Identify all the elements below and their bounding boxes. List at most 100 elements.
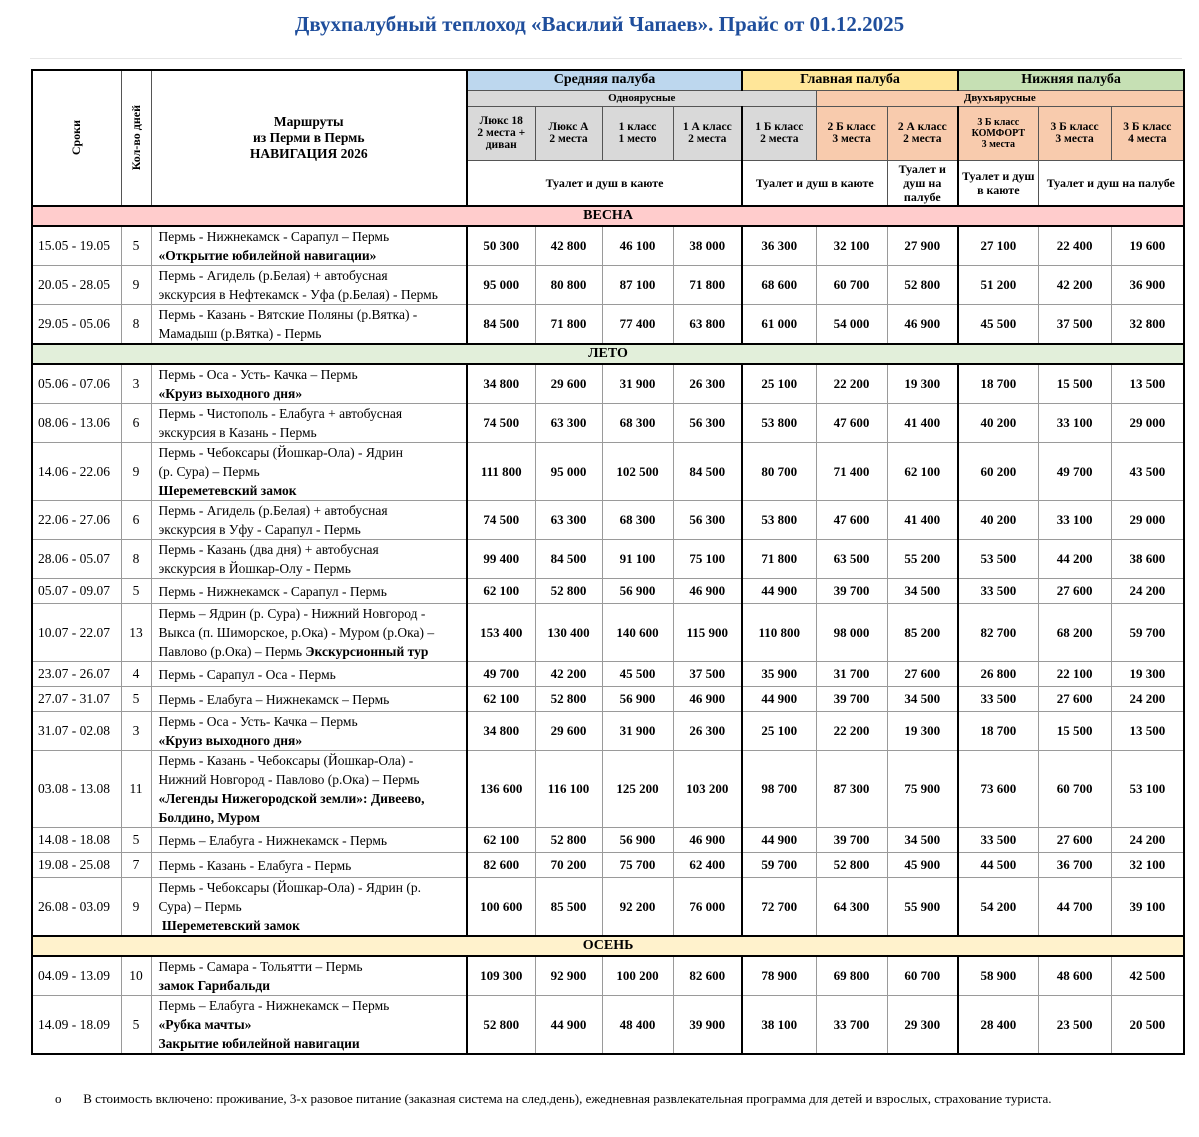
days-cell: 4 xyxy=(120,661,152,687)
season-row: ВЕСНА xyxy=(31,205,1185,227)
days-cell: 11 xyxy=(120,750,152,828)
price-cell: 78 900 xyxy=(741,955,817,996)
price-cell: 63 500 xyxy=(815,539,888,579)
price-cell: 47 600 xyxy=(815,500,888,540)
route-line: Нижний Новгород - Павлово (р.Ока) – Перм… xyxy=(159,770,467,789)
route-text: экскурсия в Нефтекамск - Уфа (р.Белая) -… xyxy=(158,287,438,302)
route-header-line: Маршруты xyxy=(273,114,344,129)
price-cell: 71 800 xyxy=(534,304,603,345)
days-cell: 6 xyxy=(120,403,152,443)
price-cell: 24 200 xyxy=(1110,686,1185,712)
price-cell: 56 300 xyxy=(672,403,743,443)
price-cell: 55 200 xyxy=(886,539,959,579)
route-text: Пермь - Сарапул - Оса - Пермь xyxy=(158,666,336,682)
dates-cell: 08.06 - 13.06 xyxy=(31,403,122,443)
dates-header: Сроки xyxy=(31,69,122,207)
table-row: 19.08 - 25.08 7 Пермь - Казань - Елабуга -… xyxy=(31,852,1185,878)
route-cell: Пермь - Казань - Елабуга - Пермь xyxy=(150,852,468,878)
price-cell: 53 800 xyxy=(741,500,817,540)
footnote: o В стоимость включено: проживание, 3-х … xyxy=(55,1091,1051,1107)
table-row: 04.09 - 13.09 10 Пермь - Самара - Тольятти… xyxy=(31,955,1185,996)
cabin-class-header: 2 Б класс 3 места xyxy=(815,105,888,161)
price-cell: 46 100 xyxy=(601,225,674,266)
days-cell: 5 xyxy=(120,225,152,266)
cabin-class-line: 2 Б класс xyxy=(827,121,876,133)
route-highlight: Экскурсионный тур xyxy=(305,644,429,659)
route-cell: Пермь - Чистополь - Елабуга + автобусная… xyxy=(150,403,468,443)
route-cell: Пермь - Нижнекамск - Сарапул - Пермь xyxy=(150,578,468,604)
price-cell: 92 900 xyxy=(534,955,603,996)
route-highlight: «Рубка мачты» xyxy=(158,1017,252,1032)
price-cell: 77 400 xyxy=(601,304,674,345)
route-text: Пермь - Нижнекамск - Сарапул - Пермь xyxy=(158,583,387,599)
price-cell: 52 800 xyxy=(886,265,959,305)
route-line: Пермь - Сарапул - Оса - Пермь xyxy=(159,665,467,684)
dates-cell: 10.07 - 22.07 xyxy=(31,603,122,662)
price-cell: 38 000 xyxy=(672,225,743,266)
days-header-label: Кол-во дней xyxy=(128,105,143,171)
price-cell: 111 800 xyxy=(466,442,536,501)
price-cell: 42 800 xyxy=(534,225,603,266)
dates-cell: 22.06 - 27.06 xyxy=(31,500,122,540)
price-cell: 60 700 xyxy=(815,265,888,305)
price-cell: 52 800 xyxy=(534,827,603,853)
price-cell: 51 200 xyxy=(957,265,1039,305)
price-cell: 32 100 xyxy=(815,225,888,266)
dates-cell: 28.06 - 05.07 xyxy=(31,539,122,579)
price-cell: 69 800 xyxy=(815,955,888,996)
price-cell: 28 400 xyxy=(957,995,1039,1055)
price-cell: 75 100 xyxy=(672,539,743,579)
price-cell: 92 200 xyxy=(601,877,674,937)
price-cell: 42 200 xyxy=(534,661,603,687)
route-line: Сура) – Пермь xyxy=(159,897,467,916)
price-cell: 62 100 xyxy=(466,827,536,853)
price-cell: 27 900 xyxy=(886,225,959,266)
route-cell: Пермь – Ядрин (р. Сура) - Нижний Новгоро… xyxy=(150,603,468,662)
route-highlight: Шереметевский замок xyxy=(158,918,300,933)
route-line: Пермь - Самара - Тольятти – Пермь xyxy=(159,957,467,976)
price-cell: 64 300 xyxy=(815,877,888,937)
route-cell: Пермь - Нижнекамск - Сарапул – Пермь «Отк… xyxy=(150,225,468,266)
season-label: ОСЕНЬ xyxy=(31,935,1185,957)
days-cell: 5 xyxy=(120,578,152,604)
price-cell: 80 700 xyxy=(741,442,817,501)
price-cell: 42 200 xyxy=(1037,265,1112,305)
price-cell: 45 500 xyxy=(957,304,1039,345)
price-cell: 53 800 xyxy=(741,403,817,443)
dates-cell: 14.09 - 18.09 xyxy=(31,995,122,1055)
table-row: 05.06 - 07.06 3 Пермь - Оса - Усть- Качка … xyxy=(31,363,1185,404)
price-cell: 22 100 xyxy=(1037,661,1112,687)
price-cell: 63 300 xyxy=(534,403,603,443)
price-cell: 27 600 xyxy=(1037,578,1112,604)
price-cell: 46 900 xyxy=(672,686,743,712)
price-cell: 56 900 xyxy=(601,578,674,604)
route-highlight: Болдино, Муром xyxy=(158,810,260,825)
price-cell: 68 200 xyxy=(1037,603,1112,662)
route-line: Пермь - Чистополь - Елабуга + автобусная xyxy=(159,404,467,423)
route-line: Пермь - Оса - Усть- Качка – Пермь xyxy=(159,365,467,384)
table-row: 15.05 - 19.05 5 Пермь - Нижнекамск - Сарап… xyxy=(31,225,1185,266)
price-cell: 68 600 xyxy=(741,265,817,305)
cabin-class-line: 3 места xyxy=(981,138,1015,150)
cabin-class-line: 4 места xyxy=(1128,133,1167,145)
tier-double: Двухъярусные xyxy=(815,89,1185,107)
price-cell: 49 700 xyxy=(466,661,536,687)
price-cell: 100 200 xyxy=(601,955,674,996)
price-cell: 25 100 xyxy=(741,711,817,751)
cabin-class-line: 3 Б класс xyxy=(1050,121,1099,133)
price-cell: 41 400 xyxy=(886,500,959,540)
price-cell: 98 700 xyxy=(741,750,817,828)
days-header: Кол-во дней xyxy=(120,69,152,207)
route-line: Мамадыш (р.Вятка) - Пермь xyxy=(159,324,467,343)
dates-cell: 04.09 - 13.09 xyxy=(31,955,122,996)
price-cell: 115 900 xyxy=(672,603,743,662)
price-cell: 13 500 xyxy=(1110,711,1185,751)
facilities-header: Туалет и душ в каюте xyxy=(465,159,743,207)
dates-cell: 14.06 - 22.06 xyxy=(31,442,122,501)
cabin-class-line: КОМФОРТ xyxy=(971,127,1026,139)
cabin-class-header: Люкс 18 2 места + диван xyxy=(466,105,536,161)
price-cell: 82 700 xyxy=(957,603,1039,662)
route-line: Пермь - Чебоксары (Йошкар-Ола) - Ядрин (… xyxy=(159,878,467,897)
route-text: Пермь - Оса - Усть- Качка – Пермь xyxy=(158,367,358,382)
table-row: 27.07 - 31.07 5 Пермь - Елабуга – Нижнекам… xyxy=(31,686,1185,712)
